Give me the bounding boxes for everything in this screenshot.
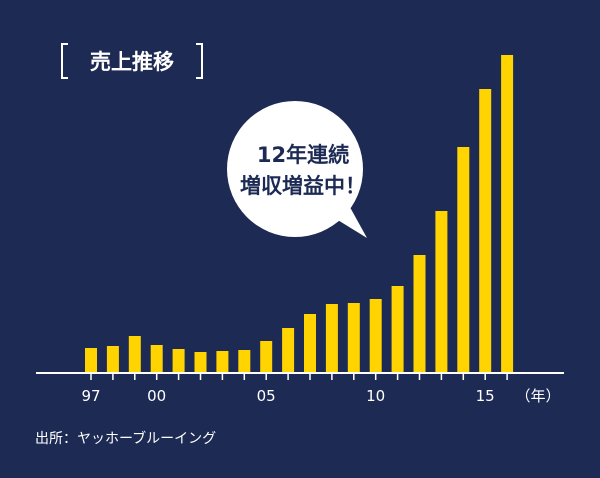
bar-08 (325, 304, 338, 372)
bar-07 (304, 314, 316, 372)
bar-series (85, 55, 514, 372)
x-tick-label-00: 00 (147, 387, 166, 405)
bar-02 (194, 352, 207, 372)
bar-97 (85, 348, 97, 372)
bar-05 (260, 341, 273, 372)
bar-15 (479, 89, 492, 372)
bar-13 (435, 211, 448, 372)
bubble-circle (227, 101, 363, 237)
annotation-bubble: 12年連続 増収増益中！ (227, 101, 367, 238)
chart-title: 売上推移 (61, 43, 203, 79)
annotation-line-2: 増収増益中！ (240, 174, 366, 198)
bar-98 (106, 346, 119, 372)
bar-00 (150, 345, 163, 372)
bar-06 (282, 328, 295, 372)
bar-99 (128, 336, 141, 372)
x-tick-label-15: 15 (476, 387, 495, 405)
title-left-bracket (61, 43, 68, 79)
x-tick-label-97: 97 (81, 387, 100, 405)
x-tick-label-05: 05 (257, 387, 276, 405)
annotation-line-1: 12年連続 (257, 143, 349, 167)
x-tick-label-10: 10 (366, 387, 385, 405)
bar-10 (369, 299, 382, 372)
chart-title-text: 売上推移 (90, 50, 174, 74)
bar-12 (413, 255, 426, 372)
source-note: 出所：ヤッホーブルーイング (35, 430, 216, 447)
bar-16 (501, 55, 514, 372)
x-axis-unit-label: （年） (515, 387, 560, 405)
title-right-bracket (196, 43, 203, 79)
x-axis-ticks (90, 373, 508, 380)
bar-09 (347, 303, 360, 372)
bar-03 (216, 351, 229, 372)
bar-01 (172, 349, 185, 372)
bar-11 (391, 286, 404, 372)
bar-04 (238, 350, 251, 372)
x-axis-tick-labels: 97 00 05 10 15 (81, 387, 494, 405)
bar-14 (457, 147, 470, 372)
